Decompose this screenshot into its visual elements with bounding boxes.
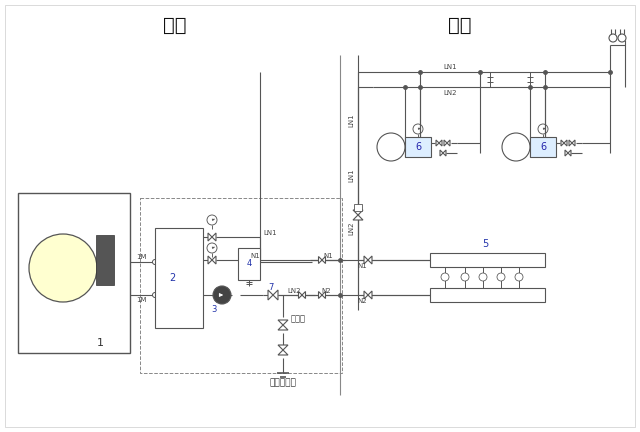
Circle shape <box>461 273 469 281</box>
Circle shape <box>152 260 157 264</box>
Text: 6: 6 <box>415 142 421 152</box>
Polygon shape <box>208 256 212 264</box>
Text: 4: 4 <box>246 260 252 269</box>
Text: 5: 5 <box>482 239 488 249</box>
Text: N1: N1 <box>357 263 367 269</box>
Text: 3: 3 <box>211 305 217 314</box>
Polygon shape <box>443 150 446 156</box>
Bar <box>405 137 431 157</box>
Text: LN1: LN1 <box>348 168 354 182</box>
Polygon shape <box>278 320 288 325</box>
Polygon shape <box>436 140 439 146</box>
Polygon shape <box>322 292 326 299</box>
Polygon shape <box>447 140 450 146</box>
Text: 1: 1 <box>97 338 104 348</box>
Polygon shape <box>568 150 571 156</box>
Polygon shape <box>268 290 273 300</box>
Text: 1M: 1M <box>136 297 147 303</box>
Text: N1: N1 <box>250 253 260 259</box>
Polygon shape <box>353 210 363 215</box>
Polygon shape <box>444 140 447 146</box>
Polygon shape <box>208 233 212 241</box>
Polygon shape <box>364 256 368 264</box>
Text: LN2: LN2 <box>348 221 354 235</box>
Circle shape <box>152 292 157 298</box>
Polygon shape <box>273 290 278 300</box>
Text: N2: N2 <box>357 298 367 304</box>
Bar <box>530 137 556 157</box>
Circle shape <box>479 273 487 281</box>
Text: N1: N1 <box>323 253 333 259</box>
Bar <box>155 228 203 328</box>
Bar <box>430 288 545 302</box>
Text: N2: N2 <box>321 288 331 294</box>
Circle shape <box>497 273 505 281</box>
Circle shape <box>213 286 231 304</box>
Circle shape <box>538 124 548 134</box>
Circle shape <box>515 273 523 281</box>
Circle shape <box>502 133 530 161</box>
Polygon shape <box>319 292 322 299</box>
Polygon shape <box>368 256 372 264</box>
Bar <box>96 235 114 285</box>
Polygon shape <box>302 292 305 299</box>
Polygon shape <box>572 140 575 146</box>
Polygon shape <box>440 150 443 156</box>
Text: LN2: LN2 <box>444 90 457 96</box>
Polygon shape <box>298 292 302 299</box>
Text: 6: 6 <box>540 142 546 152</box>
Text: LN1: LN1 <box>443 64 457 70</box>
Circle shape <box>29 234 97 302</box>
Polygon shape <box>278 350 288 355</box>
Polygon shape <box>322 257 326 264</box>
Bar <box>354 204 362 211</box>
Text: 2: 2 <box>169 273 175 283</box>
Polygon shape <box>319 257 322 264</box>
Circle shape <box>609 34 617 42</box>
Text: 室外: 室外 <box>163 16 187 35</box>
Text: LN1: LN1 <box>348 113 354 127</box>
Circle shape <box>441 273 449 281</box>
Polygon shape <box>278 325 288 330</box>
Polygon shape <box>212 256 216 264</box>
Polygon shape <box>353 215 363 220</box>
Circle shape <box>207 243 217 253</box>
Text: 1M: 1M <box>136 254 147 260</box>
Bar <box>430 253 545 267</box>
Circle shape <box>377 133 405 161</box>
Polygon shape <box>569 140 572 146</box>
Polygon shape <box>561 140 564 146</box>
Polygon shape <box>565 150 568 156</box>
Circle shape <box>207 215 217 225</box>
Text: LN2: LN2 <box>287 288 301 294</box>
Bar <box>140 198 342 373</box>
Text: LN1: LN1 <box>263 230 277 236</box>
Polygon shape <box>564 140 567 146</box>
Text: 注液口: 注液口 <box>291 314 306 324</box>
Circle shape <box>618 34 626 42</box>
Polygon shape <box>439 140 442 146</box>
Polygon shape <box>364 291 368 299</box>
Circle shape <box>413 124 423 134</box>
Polygon shape <box>212 233 216 241</box>
Polygon shape <box>278 345 288 350</box>
Text: 自来水补水: 自来水补水 <box>269 378 296 388</box>
Polygon shape <box>368 291 372 299</box>
Bar <box>18 193 130 353</box>
Text: 7: 7 <box>268 283 274 292</box>
Bar <box>238 248 260 280</box>
Text: 室内: 室内 <box>448 16 472 35</box>
